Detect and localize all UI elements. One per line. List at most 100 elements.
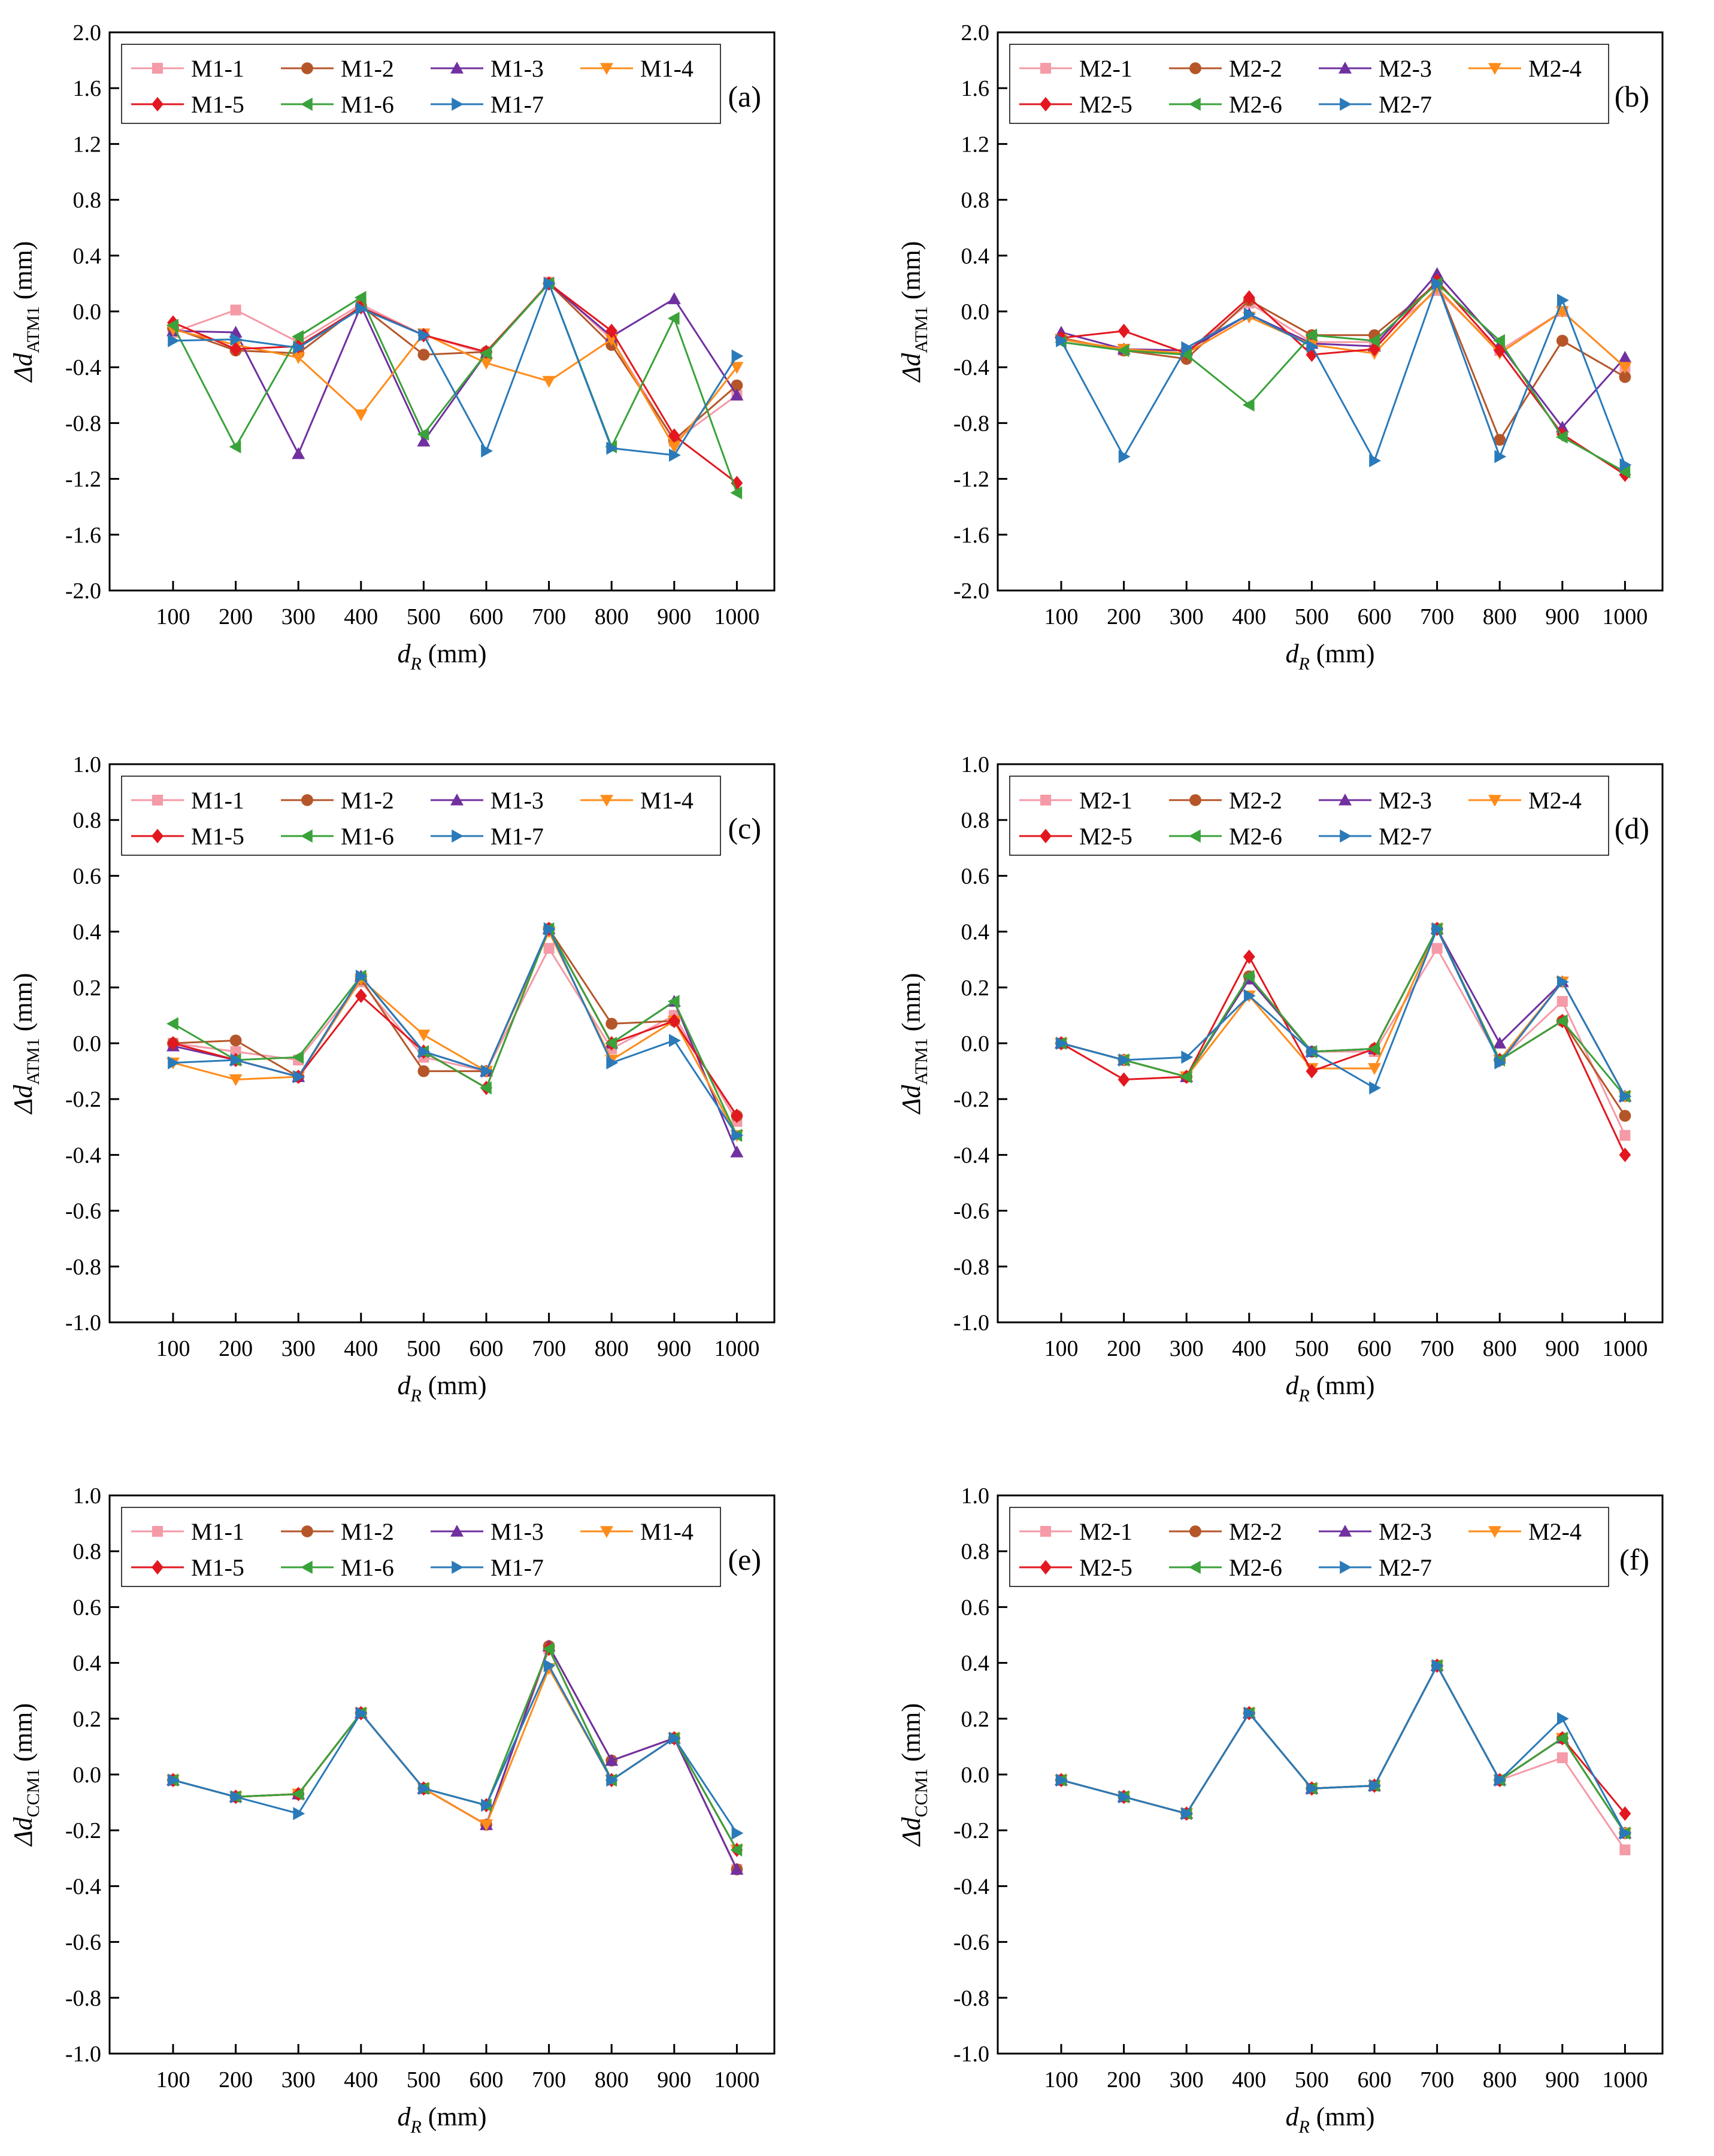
data-point <box>1557 293 1569 307</box>
data-point <box>1494 450 1507 464</box>
series-M2-5 <box>1055 921 1631 1162</box>
legend-item: M2-3 <box>1319 1518 1432 1545</box>
data-point <box>417 349 430 361</box>
legend-box <box>121 776 721 856</box>
x-tick-label: 700 <box>1420 2067 1454 2093</box>
data-point <box>668 428 680 443</box>
data-point <box>667 995 680 1009</box>
legend-item: M1-2 <box>281 1518 394 1545</box>
y-tick-label: 0.8 <box>73 808 102 833</box>
chart-panel: -1.0 -0.8 -0.6 -0.4 -0.2 0.0 0.2 0.4 0.6 0.8 1.0 10… <box>897 1483 1664 2137</box>
x-tick-label: 800 <box>595 2067 629 2093</box>
data-point <box>1180 1070 1192 1083</box>
legend-marker <box>1040 96 1052 112</box>
series-line <box>1061 1664 1626 1834</box>
data-point <box>1555 1014 1568 1028</box>
series-line <box>1061 946 1626 1136</box>
x-tick-label: 100 <box>156 2067 190 2093</box>
legend-item: M2-1 <box>1019 787 1132 814</box>
x-tick-label: 600 <box>1358 2067 1392 2093</box>
data-point <box>167 1035 179 1051</box>
y-tick-label: 1.0 <box>961 752 990 777</box>
data-point <box>292 1050 304 1064</box>
x-tick-label: 300 <box>1170 1336 1204 1361</box>
data-point <box>1619 1130 1631 1141</box>
x-tick-label: 800 <box>1483 604 1517 629</box>
y-tick-label: -2.0 <box>953 579 989 604</box>
y-tick-label: -1.2 <box>953 467 989 492</box>
legend-marker <box>452 829 464 843</box>
legend-label: M1-5 <box>191 823 244 850</box>
x-tick-label: 900 <box>657 1336 691 1361</box>
data-point <box>1118 450 1131 464</box>
data-point <box>480 1819 493 1831</box>
series-line <box>1061 926 1626 1097</box>
x-tick-label: 900 <box>657 604 691 629</box>
y-tick-label: -0.4 <box>65 355 101 380</box>
legend-marker <box>452 1561 464 1574</box>
x-tick-label: 400 <box>344 2067 378 2093</box>
legend-label: M2-7 <box>1379 1554 1432 1581</box>
legend-box <box>121 1507 721 1587</box>
data-point <box>1306 1782 1319 1795</box>
data-point <box>731 476 743 490</box>
y-tick-label: 0.4 <box>961 244 990 269</box>
legend-marker <box>1340 829 1352 843</box>
legend-item: M1-7 <box>431 91 544 118</box>
series-line <box>1061 1664 1626 1834</box>
legend-label: M2-6 <box>1229 1554 1282 1581</box>
data-point <box>292 352 305 364</box>
x-tick-label: 500 <box>407 2067 441 2093</box>
data-point <box>669 1731 681 1745</box>
data-point <box>730 1843 743 1857</box>
series-M1-5 <box>167 276 743 490</box>
legend-label: M1-7 <box>490 823 544 850</box>
y-tick-label: 0.6 <box>73 864 102 889</box>
series-M1-1 <box>167 1643 743 1875</box>
data-point <box>1618 465 1631 479</box>
legend-item: M2-4 <box>1468 787 1582 814</box>
legend-item: M1-3 <box>431 787 544 814</box>
series-line <box>172 926 738 1153</box>
legend-label: M1-3 <box>490 787 544 814</box>
data-point <box>168 334 180 347</box>
legend-label: M1-7 <box>490 91 544 118</box>
data-point <box>1493 1037 1507 1049</box>
panel-label: (e) <box>728 1543 762 1576</box>
series-line <box>172 1643 738 1870</box>
series-M1-2 <box>167 1640 743 1876</box>
legend-marker <box>1488 1526 1501 1538</box>
legend-item: M2-7 <box>1319 91 1432 118</box>
legend: M1-1 M1-2 M1-3 M1-4 M1-5 M1-6 M1-7 <box>121 1507 721 1587</box>
legend: M2-1 M2-2 M2-3 M2-4 M2-5 M2-6 M2-7 <box>1009 44 1609 124</box>
y-tick-label: 0.8 <box>73 1539 102 1564</box>
x-tick-label: 1000 <box>1602 604 1648 629</box>
y-tick-label: -0.8 <box>953 1986 989 2011</box>
legend-box <box>1009 776 1609 856</box>
legend-item: M1-1 <box>131 1518 244 1545</box>
y-tick-label: -0.6 <box>65 1199 101 1224</box>
y-tick-label: -0.4 <box>953 355 989 380</box>
y-tick-label: 0.0 <box>961 1031 990 1056</box>
legend-marker <box>301 829 313 843</box>
legend-marker <box>152 1525 163 1537</box>
data-point <box>1056 334 1068 347</box>
data-point <box>293 1070 305 1083</box>
data-point <box>1431 922 1444 935</box>
data-point <box>731 1826 744 1840</box>
y-axis-title: ΔdATM1 (mm) <box>8 241 43 383</box>
data-point <box>1619 1110 1631 1122</box>
x-tick-label: 600 <box>470 2067 504 2093</box>
legend-item: M1-7 <box>431 1554 544 1581</box>
data-point <box>230 1046 241 1057</box>
legend-label: M2-1 <box>1079 55 1132 82</box>
legend-item: M1-1 <box>131 55 244 82</box>
x-tick-label: 700 <box>532 2067 566 2093</box>
legend-label: M2-1 <box>1079 787 1132 814</box>
y-tick-label: 1.2 <box>961 132 990 157</box>
legend-marker <box>1040 1525 1052 1537</box>
data-point <box>667 311 680 325</box>
data-point <box>166 319 178 332</box>
series-M2-7 <box>1056 277 1632 472</box>
legend-marker <box>1189 1561 1201 1574</box>
